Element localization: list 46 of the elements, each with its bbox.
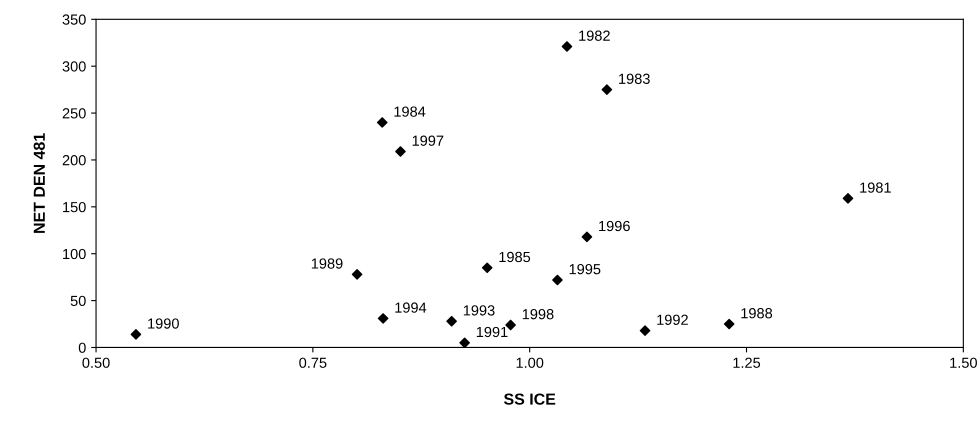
point — [582, 232, 592, 242]
y-tick-label: 100 — [63, 248, 86, 260]
x-tick-label: 1.25 — [733, 358, 760, 368]
point — [602, 84, 612, 95]
y-tick-label: 150 — [63, 202, 86, 212]
annotation: 1998 — [522, 309, 554, 320]
point — [552, 274, 563, 286]
point — [842, 193, 854, 204]
point — [640, 325, 650, 336]
y-tick-label: 350 — [62, 14, 86, 25]
point — [482, 262, 492, 274]
annotation: 1997 — [412, 136, 444, 146]
x-axis-title: SS ICE — [504, 393, 556, 405]
point — [130, 329, 142, 340]
point — [378, 313, 388, 324]
x-tick-label: 0.50 — [82, 358, 110, 368]
y-tick-label: 200 — [62, 155, 86, 166]
y-tick-label: 300 — [62, 61, 86, 72]
point — [376, 117, 388, 128]
annotation: 1982 — [579, 30, 610, 41]
annotation: 1983 — [619, 74, 650, 84]
annotation: 1996 — [599, 220, 630, 232]
y-tick-label: 0 — [78, 342, 86, 353]
annotation: 1989 — [312, 258, 343, 269]
annotation: 1991 — [476, 326, 508, 338]
annotation: 1993 — [464, 305, 495, 316]
point — [562, 41, 572, 52]
x-tick-label: 1.00 — [516, 358, 544, 368]
y-tick-label: 250 — [62, 108, 86, 118]
point — [459, 338, 470, 348]
annotation: 1988 — [741, 308, 772, 318]
point — [352, 269, 362, 280]
annotation: 1994 — [395, 302, 426, 313]
x-tick-label: 0.75 — [299, 358, 326, 368]
point — [724, 318, 734, 330]
annotation: 1992 — [657, 314, 688, 325]
annotation: 1990 — [148, 318, 179, 329]
y-tick-label: 50 — [70, 296, 86, 306]
point — [446, 316, 457, 327]
y-axis-title: NET DEN 481 — [34, 133, 45, 233]
annotation: 1984 — [394, 106, 426, 117]
x-tick-label: 1.50 — [950, 358, 977, 368]
annotation: 1985 — [499, 252, 530, 262]
annotation: 1981 — [860, 182, 891, 193]
point — [395, 146, 406, 157]
annotation: 1995 — [570, 264, 600, 274]
